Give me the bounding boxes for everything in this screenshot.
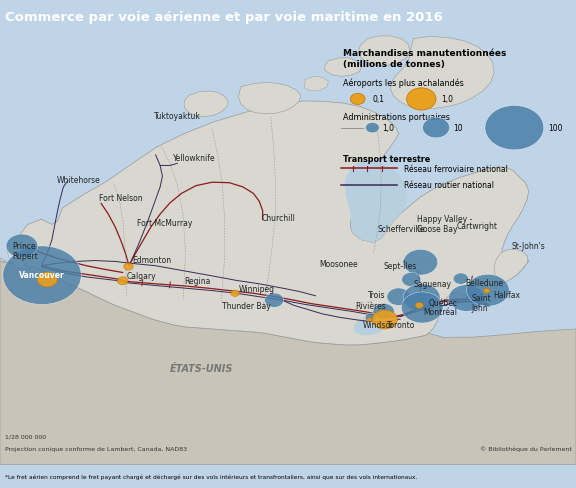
Circle shape	[403, 250, 438, 276]
Circle shape	[350, 94, 365, 105]
Text: Projection conique conforme de Lambert, Canada, NAD83: Projection conique conforme de Lambert, …	[5, 446, 187, 451]
Circle shape	[365, 313, 377, 322]
Circle shape	[231, 290, 239, 297]
Text: Calgary: Calgary	[127, 271, 156, 280]
Circle shape	[485, 106, 544, 150]
Text: ÉTATS-UNIS: ÉTATS-UNIS	[170, 363, 233, 373]
Circle shape	[373, 304, 395, 320]
Text: © Bibliothèque du Parlement: © Bibliothèque du Parlement	[479, 445, 571, 451]
Polygon shape	[0, 102, 529, 345]
Text: Fort McMurray: Fort McMurray	[137, 219, 192, 228]
Text: 0,1: 0,1	[372, 95, 384, 104]
Text: Tuktoyaktuk: Tuktoyaktuk	[154, 112, 201, 121]
Circle shape	[372, 310, 397, 329]
Text: Whitehorse: Whitehorse	[56, 176, 100, 185]
Circle shape	[3, 246, 81, 305]
Circle shape	[37, 272, 57, 287]
Polygon shape	[354, 318, 387, 336]
Circle shape	[415, 303, 423, 309]
Text: Vancouver: Vancouver	[19, 270, 65, 279]
Circle shape	[449, 285, 484, 312]
Text: Sept-Îles: Sept-Îles	[384, 260, 417, 270]
Text: Schefferville: Schefferville	[378, 225, 426, 234]
Polygon shape	[487, 285, 493, 289]
Polygon shape	[358, 37, 410, 66]
Text: Aéroports les plus achalandés: Aéroports les plus achalandés	[343, 79, 464, 88]
Text: Windsor: Windsor	[363, 321, 394, 329]
Text: Churchill: Churchill	[262, 213, 296, 222]
Text: Halifax: Halifax	[493, 290, 520, 299]
Polygon shape	[325, 59, 362, 77]
Circle shape	[366, 123, 379, 134]
Text: 10: 10	[453, 124, 463, 133]
Text: Cartwright: Cartwright	[457, 222, 498, 231]
Text: Prince
Rupert: Prince Rupert	[13, 241, 39, 261]
Text: Winnipeg: Winnipeg	[239, 284, 275, 293]
Text: Réseau routier national: Réseau routier national	[404, 181, 494, 190]
Text: Saguenay: Saguenay	[414, 280, 452, 289]
Text: Trois
Rivières: Trois Rivières	[355, 291, 386, 310]
Text: Transport terrestre: Transport terrestre	[343, 154, 430, 163]
Text: Québec: Québec	[429, 298, 458, 307]
Text: Moosonee: Moosonee	[320, 259, 358, 268]
Polygon shape	[472, 279, 497, 298]
Text: 100: 100	[548, 124, 563, 133]
Circle shape	[407, 89, 436, 111]
Circle shape	[483, 289, 490, 293]
Polygon shape	[184, 92, 228, 118]
Text: Saint
John: Saint John	[471, 293, 491, 313]
Text: Commerce par voie aérienne et par voie maritime en 2016: Commerce par voie aérienne et par voie m…	[5, 11, 442, 24]
Text: Toronto: Toronto	[387, 321, 415, 329]
Text: Regina: Regina	[184, 276, 211, 285]
Polygon shape	[0, 262, 576, 465]
Circle shape	[403, 284, 440, 312]
Circle shape	[264, 293, 284, 307]
Polygon shape	[494, 250, 528, 283]
Text: 1,0: 1,0	[382, 124, 394, 133]
Circle shape	[423, 118, 449, 139]
Circle shape	[118, 277, 128, 285]
Text: Réseau ferroviaire national: Réseau ferroviaire national	[404, 164, 508, 173]
Text: Fort Nelson: Fort Nelson	[99, 194, 143, 203]
Text: Marchandises manutentionnées
(millions de tonnes): Marchandises manutentionnées (millions d…	[343, 49, 506, 69]
Polygon shape	[7, 236, 32, 269]
Circle shape	[453, 273, 468, 285]
Text: Happy Valley -
Goose Bay: Happy Valley - Goose Bay	[417, 214, 472, 234]
Text: Administrations portuaires: Administrations portuaires	[343, 113, 450, 122]
Text: Yellowknife: Yellowknife	[173, 154, 215, 163]
Circle shape	[401, 292, 443, 324]
Text: Thunder Bay: Thunder Bay	[222, 301, 271, 310]
Circle shape	[401, 273, 421, 287]
Text: 1/28 000 000: 1/28 000 000	[5, 434, 46, 439]
Text: Edmonton: Edmonton	[132, 256, 172, 264]
Circle shape	[366, 318, 372, 322]
Polygon shape	[304, 77, 328, 92]
Polygon shape	[238, 83, 301, 115]
Polygon shape	[344, 161, 408, 243]
Text: 1,0: 1,0	[441, 95, 453, 104]
Circle shape	[467, 275, 509, 306]
Text: Belledune: Belledune	[465, 279, 503, 288]
Text: *Le fret aérien comprend le fret payant chargé et déchargé sur des vols intérieu: *Le fret aérien comprend le fret payant …	[5, 473, 417, 479]
Circle shape	[6, 235, 37, 258]
Text: St-John's: St-John's	[511, 241, 545, 250]
Text: Montréal: Montréal	[423, 307, 457, 316]
Circle shape	[387, 288, 410, 306]
Circle shape	[124, 264, 133, 270]
Polygon shape	[391, 37, 494, 109]
